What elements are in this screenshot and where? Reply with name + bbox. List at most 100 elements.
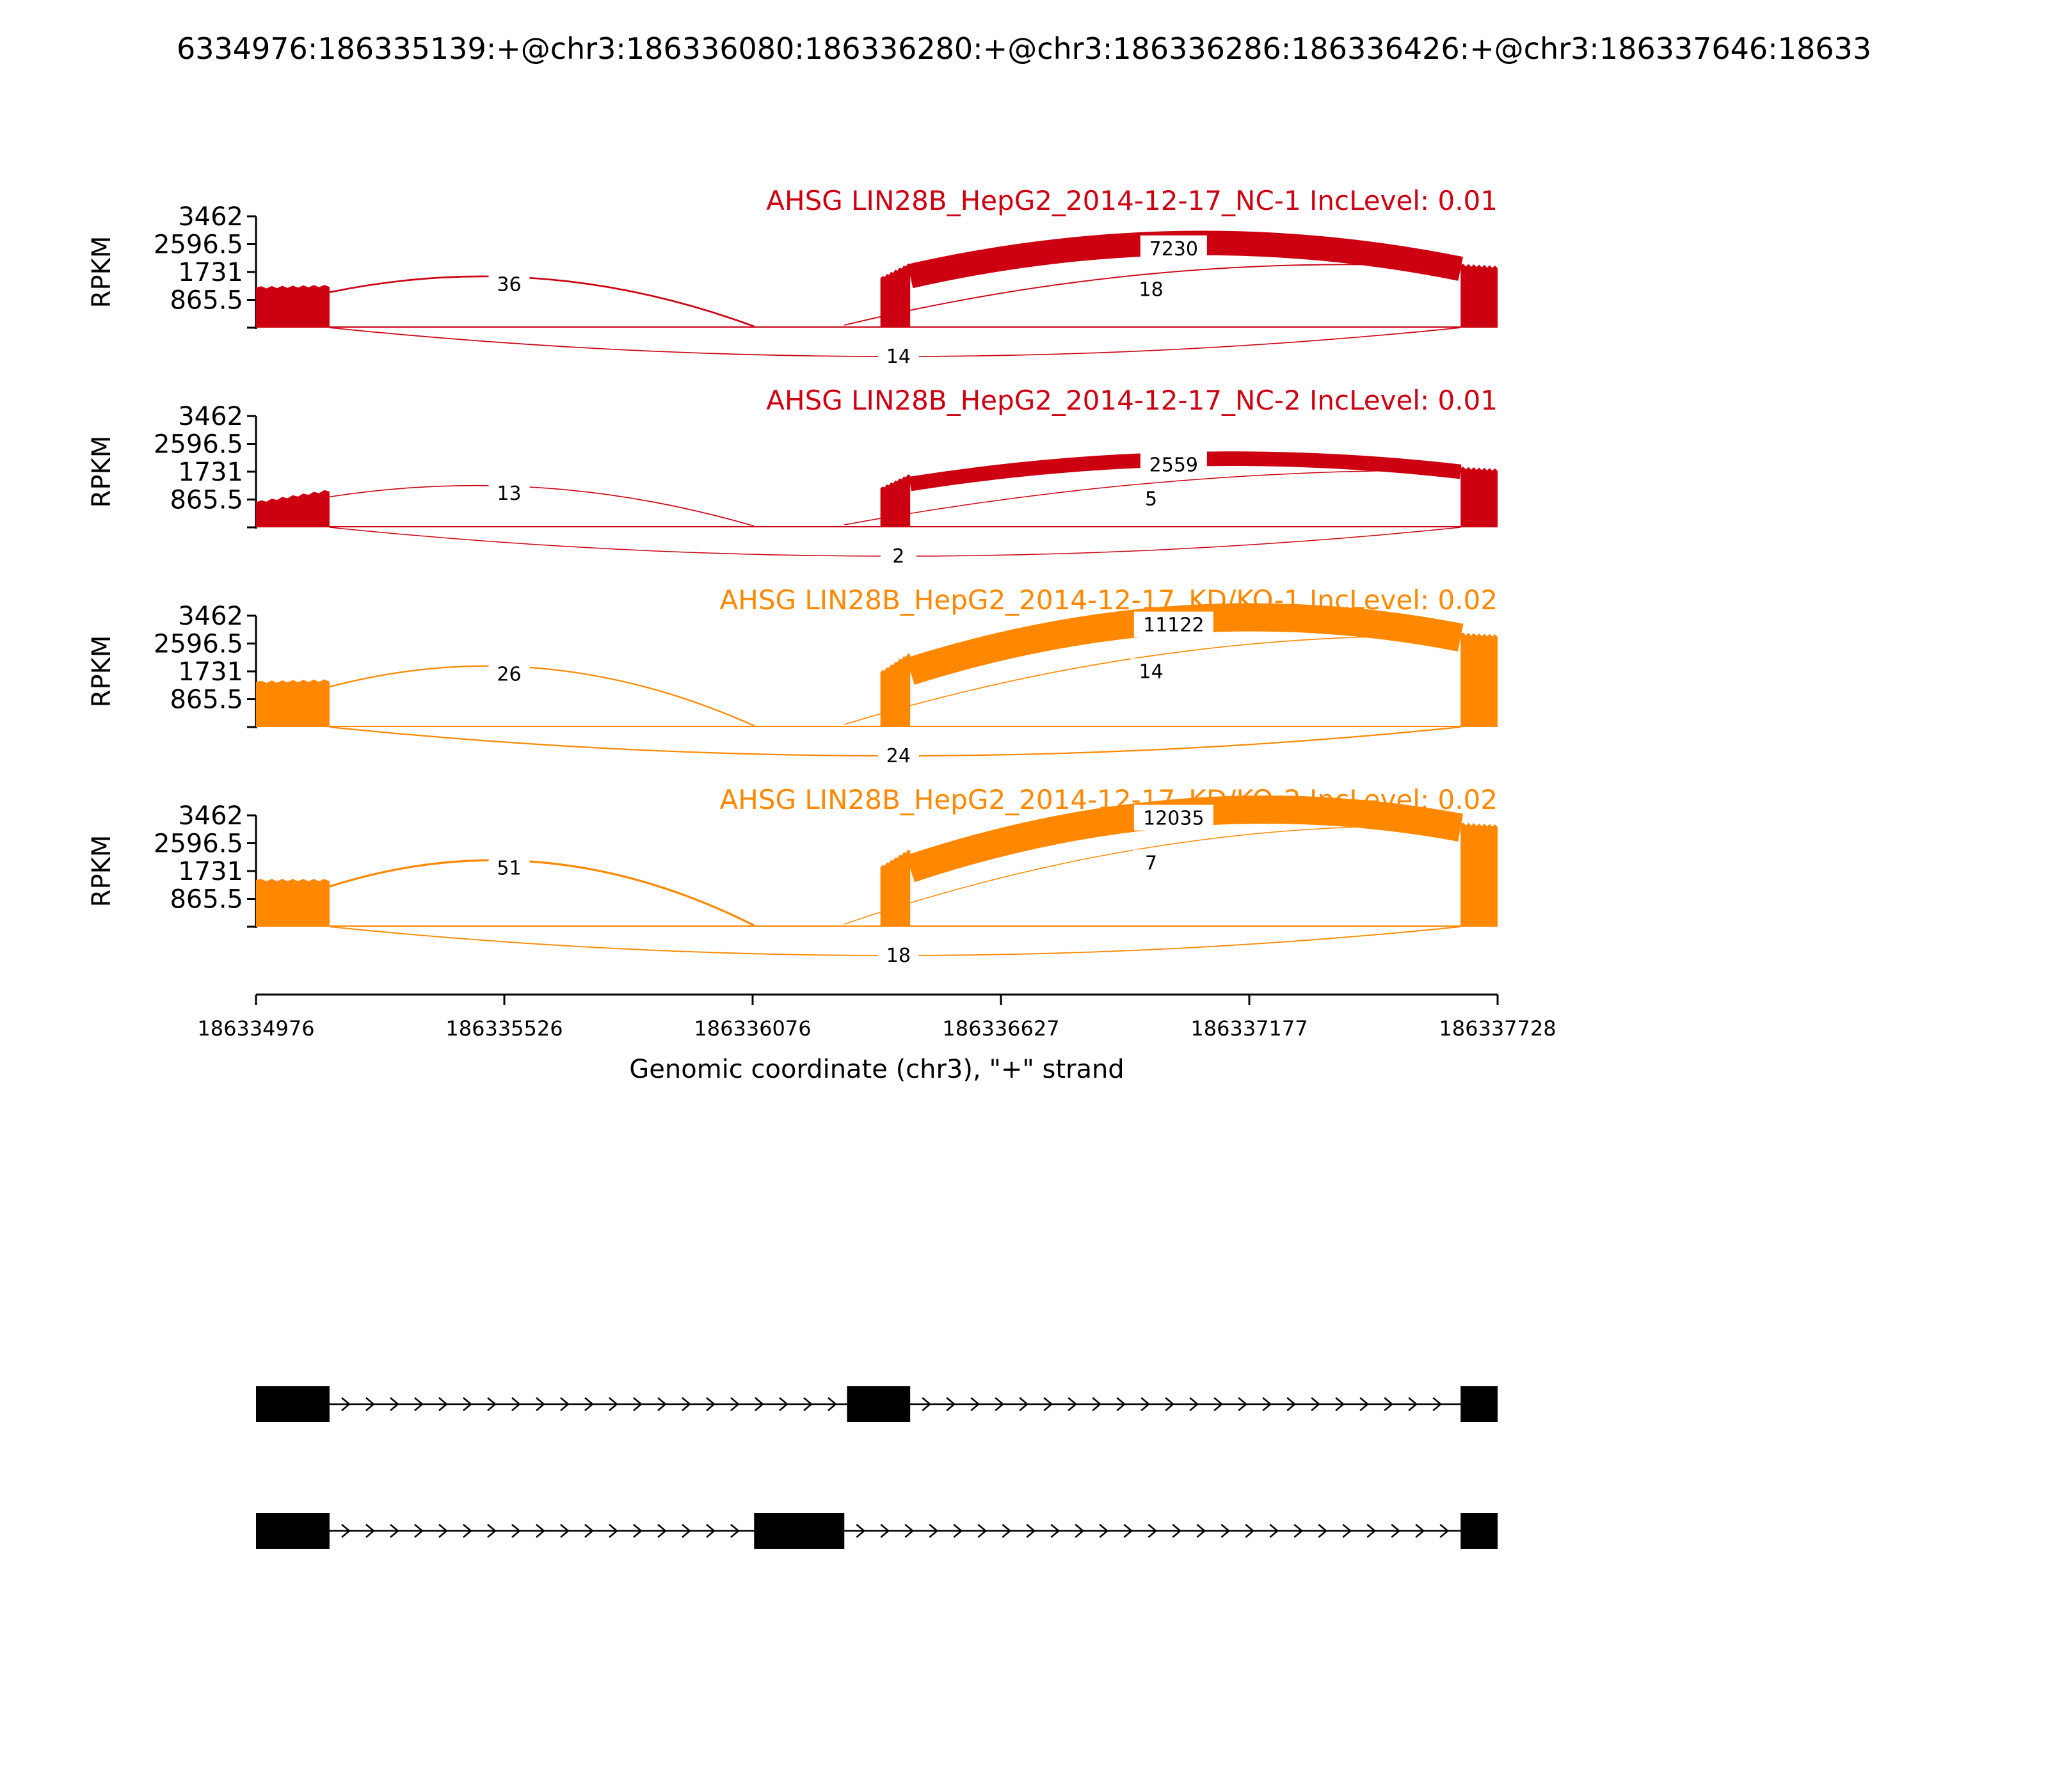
strand-arrow-icon	[609, 1524, 618, 1538]
coverage-exon-2	[880, 263, 911, 328]
strand-arrow-icon	[880, 1524, 890, 1538]
coverage-exon-2	[880, 474, 911, 527]
y-tick-label: 3462	[178, 801, 243, 831]
x-tick-label: 186335526	[445, 1016, 563, 1041]
y-tick-label: 1731	[178, 458, 243, 487]
junction-arc	[329, 484, 755, 527]
junction-label-box	[1133, 804, 1213, 831]
strand-arrow-icon	[341, 1524, 351, 1538]
strand-arrow-icon	[1140, 1397, 1151, 1411]
y-tick-label: 1731	[178, 857, 243, 886]
coverage-exon-3	[1460, 632, 1498, 727]
junction-arc	[844, 470, 1461, 525]
strand-arrow-icon	[633, 1524, 643, 1538]
junction-count-label: 18	[886, 945, 911, 967]
strand-arrow-icon	[584, 1524, 594, 1538]
junction-count-label: 11122	[1143, 614, 1204, 637]
strand-arrow-icon	[929, 1524, 939, 1538]
strand-arrow-icon	[1196, 1524, 1206, 1538]
strand-arrow-icon	[584, 1397, 594, 1411]
junction-count-label: 7230	[1149, 238, 1198, 260]
coverage-tracks: AHSG LIN28B_HepG2_2014-12-17_NC-1 IncLev…	[87, 185, 1498, 968]
strand-arrow-icon	[1439, 1524, 1450, 1538]
strand-arrow-icon	[463, 1397, 472, 1411]
strand-arrow-icon	[487, 1524, 497, 1538]
junction-arc	[329, 665, 755, 727]
strand-arrow-icon	[438, 1397, 448, 1411]
strand-arrow-icon	[995, 1397, 1005, 1411]
y-tick-label: 865.5	[170, 685, 243, 715]
junction-count-label: 26	[497, 664, 521, 686]
junction-count-label: 14	[1139, 660, 1164, 683]
strand-arrow-icon	[1293, 1524, 1304, 1538]
y-tick-label: 2596.5	[154, 430, 243, 460]
strand-arrow-icon	[1148, 1524, 1158, 1538]
isoform-2	[256, 1513, 1498, 1549]
junction-count-label: 2	[892, 545, 904, 568]
junction-label-box	[488, 271, 530, 297]
strand-arrow-icon	[1002, 1524, 1012, 1538]
strand-arrow-icon	[633, 1397, 643, 1411]
junction-label-box	[1140, 235, 1207, 261]
strand-arrow-icon	[1050, 1524, 1060, 1538]
y-tick-label: 1731	[178, 258, 243, 287]
y-tick-label: 2596.5	[154, 630, 243, 659]
y-tick-label: 2596.5	[154, 829, 243, 859]
strand-arrow-icon	[1408, 1397, 1418, 1411]
strand-arrow-icon	[438, 1524, 448, 1538]
strand-arrow-icon	[1220, 1524, 1231, 1538]
strand-arrow-icon	[1172, 1524, 1182, 1538]
junction-label-box	[488, 660, 530, 687]
strand-arrow-icon	[414, 1524, 424, 1538]
strand-arrow-icon	[609, 1397, 618, 1411]
strand-arrow-icon	[1366, 1524, 1377, 1538]
strand-arrow-icon	[1391, 1524, 1401, 1538]
strand-arrow-icon	[487, 1397, 497, 1411]
y-axis-label: RPKM	[87, 236, 116, 308]
y-tick-label: 3462	[178, 602, 243, 631]
track-1: AHSG LIN28B_HepG2_2014-12-17_NC-1 IncLev…	[87, 185, 1498, 369]
track-2: AHSG LIN28B_HepG2_2014-12-17_NC-2 IncLev…	[87, 385, 1498, 568]
strand-arrow-icon	[1359, 1397, 1370, 1411]
junction-label-box	[1133, 849, 1169, 876]
exon-block	[256, 1513, 330, 1549]
y-axis-label: RPKM	[87, 636, 116, 708]
junction-label-box	[880, 543, 916, 568]
coverage-exon-3	[1460, 467, 1498, 527]
exon-block	[754, 1513, 845, 1549]
strand-arrow-icon	[536, 1524, 545, 1538]
junction-arc	[329, 275, 755, 328]
x-tick-label: 186336627	[942, 1016, 1059, 1041]
strand-arrow-icon	[730, 1524, 740, 1538]
track-4: AHSG LIN28B_HepG2_2014-12-17_KD/KO-2 Inc…	[87, 784, 1498, 968]
x-tick-label: 186337728	[1439, 1016, 1556, 1041]
junction-count-label: 2559	[1149, 454, 1198, 476]
track-title: AHSG LIN28B_HepG2_2014-12-17_NC-2 IncLev…	[766, 385, 1498, 416]
strand-arrow-icon	[1384, 1397, 1394, 1411]
strand-arrow-icon	[365, 1524, 375, 1538]
coverage-exon-3	[1460, 264, 1498, 328]
junction-count-label: 18	[1139, 279, 1164, 301]
plot-title: 6334976:186335139:+@chr3:186336080:18633…	[177, 31, 1871, 66]
strand-arrow-icon	[1335, 1397, 1345, 1411]
y-tick-label: 1731	[178, 657, 243, 687]
strand-arrow-icon	[536, 1397, 545, 1411]
strand-arrow-icon	[755, 1397, 764, 1411]
exon-block	[256, 1386, 330, 1422]
strand-arrow-icon	[1092, 1397, 1102, 1411]
strand-arrow-icon	[390, 1524, 399, 1538]
strand-arrow-icon	[560, 1397, 570, 1411]
junction-arc	[844, 825, 1461, 925]
strand-arrow-icon	[463, 1524, 472, 1538]
exon-block	[1460, 1386, 1498, 1422]
strand-arrow-icon	[1213, 1397, 1224, 1411]
junction-label-box	[1133, 485, 1169, 511]
strand-arrow-icon	[1238, 1397, 1248, 1411]
x-axis-label: Genomic coordinate (chr3), "+" strand	[629, 1055, 1124, 1084]
y-tick-label: 865.5	[170, 885, 243, 915]
strand-arrow-icon	[1286, 1397, 1297, 1411]
coverage-exon-1	[256, 490, 330, 527]
junction-label-box	[877, 343, 919, 369]
y-tick-label: 3462	[178, 402, 243, 431]
strand-arrow-icon	[682, 1397, 691, 1411]
